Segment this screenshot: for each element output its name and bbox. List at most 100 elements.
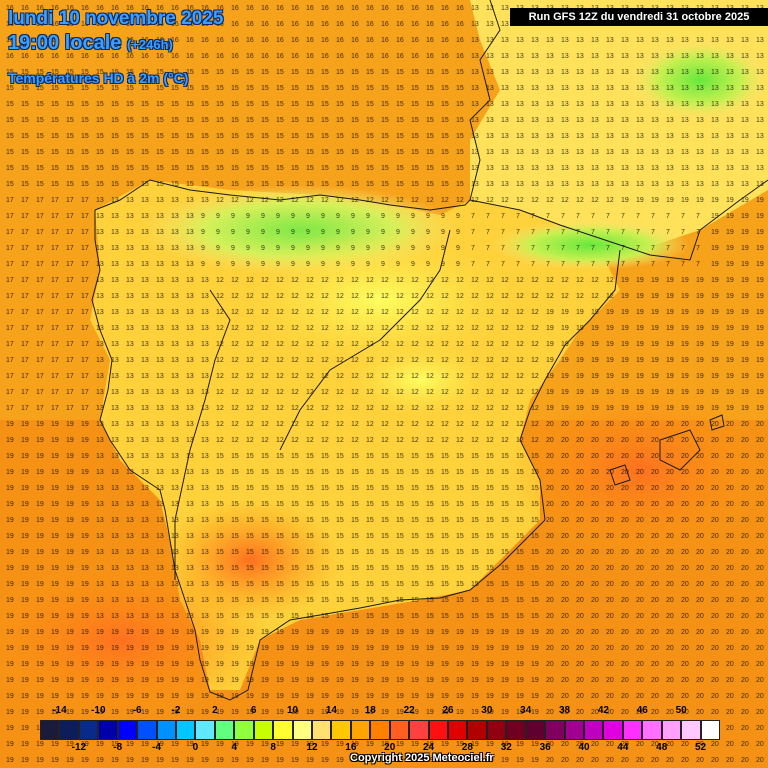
temperature-value: 19: [291, 677, 299, 684]
temperature-value: 20: [561, 757, 569, 764]
temperature-value: 20: [681, 597, 689, 604]
temperature-value: 15: [456, 613, 464, 620]
temperature-value: 15: [351, 149, 359, 156]
temperature-value: 15: [366, 533, 374, 540]
temperature-value: 12: [246, 421, 254, 428]
temperature-value: 20: [546, 597, 554, 604]
temperature-value: 20: [651, 453, 659, 460]
temperature-value: 15: [501, 613, 509, 620]
temperature-value: 15: [306, 485, 314, 492]
temperature-value: 16: [141, 37, 149, 44]
temperature-value: 9: [381, 245, 385, 252]
temperature-value: 15: [96, 149, 104, 156]
temperature-value: 13: [696, 85, 704, 92]
temperature-value: 15: [171, 117, 179, 124]
temperature-value: 20: [681, 661, 689, 668]
temperature-value: 20: [636, 485, 644, 492]
temperature-value: 13: [606, 165, 614, 172]
temperature-value: 15: [486, 485, 494, 492]
temperature-value: 20: [756, 437, 764, 444]
temperature-value: 20: [741, 629, 749, 636]
temperature-value: 19: [426, 693, 434, 700]
temperature-value: 15: [51, 165, 59, 172]
temperature-value: 13: [501, 5, 509, 12]
temperature-value: 17: [51, 293, 59, 300]
temperature-value: 13: [186, 197, 194, 204]
temperature-value: 19: [681, 277, 689, 284]
temperature-value: 13: [621, 53, 629, 60]
temperature-value: 15: [456, 565, 464, 572]
temperature-value: 20: [681, 565, 689, 572]
temperature-value: 12: [336, 325, 344, 332]
temperature-value: 15: [246, 69, 254, 76]
temperature-value: 13: [111, 581, 119, 588]
temperature-value: 13: [111, 597, 119, 604]
temperature-value: 12: [591, 293, 599, 300]
temperature-value: 13: [141, 213, 149, 220]
temperature-value: 12: [261, 357, 269, 364]
temperature-value: 19: [21, 565, 29, 572]
temperature-value: 13: [171, 229, 179, 236]
temperature-value: 13: [711, 69, 719, 76]
temperature-value: 19: [666, 309, 674, 316]
temperature-value: 15: [216, 613, 224, 620]
temperature-value: 9: [441, 261, 445, 268]
temperature-value: 13: [126, 373, 134, 380]
temperature-value: 15: [111, 69, 119, 76]
temperature-value: 13: [156, 341, 164, 348]
temperature-value: 15: [201, 165, 209, 172]
temperature-value: 15: [81, 85, 89, 92]
temperature-value: 7: [576, 213, 580, 220]
temperature-value: 15: [306, 149, 314, 156]
temperature-value: 13: [621, 133, 629, 140]
temperature-value: 12: [306, 197, 314, 204]
temperature-value: 13: [516, 53, 524, 60]
temperature-value: 19: [756, 229, 764, 236]
temperature-value: 16: [21, 53, 29, 60]
temperature-value: 15: [261, 469, 269, 476]
temperature-value: 13: [156, 373, 164, 380]
temperature-value: 19: [21, 677, 29, 684]
temperature-value: 19: [396, 661, 404, 668]
temperature-value: 12: [426, 341, 434, 348]
temperature-value: 13: [486, 165, 494, 172]
temperature-value: 19: [696, 357, 704, 364]
temperature-value: 20: [561, 565, 569, 572]
temperature-value: 15: [516, 565, 524, 572]
temperature-value: 13: [96, 501, 104, 508]
temperature-value: 20: [696, 613, 704, 620]
temperature-value: 13: [726, 53, 734, 60]
temperature-value: 12: [411, 357, 419, 364]
temperature-value: 13: [96, 261, 104, 268]
temperature-value: 12: [576, 197, 584, 204]
temperature-value: 15: [501, 517, 509, 524]
forecast-date: lundi 10 novembre 2025: [8, 8, 223, 30]
legend-label-bottom: 20: [384, 742, 395, 753]
temperature-value: 15: [96, 181, 104, 188]
temperature-value: 20: [636, 645, 644, 652]
temperature-value: 13: [126, 597, 134, 604]
temperature-value: 16: [291, 53, 299, 60]
temperature-value: 19: [741, 373, 749, 380]
temperature-value: 20: [726, 549, 734, 556]
temperature-value: 13: [96, 565, 104, 572]
temperature-value: 19: [156, 693, 164, 700]
temperature-value: 13: [186, 549, 194, 556]
temperature-value: 7: [681, 261, 685, 268]
temperature-value: 19: [81, 693, 89, 700]
temperature-value: 19: [276, 629, 284, 636]
temperature-value: 20: [651, 533, 659, 540]
temperature-value: 9: [276, 245, 280, 252]
temperature-value: 15: [321, 533, 329, 540]
legend-label-bottom: 16: [345, 742, 356, 753]
temperature-value: 16: [276, 5, 284, 12]
temperature-value: 19: [126, 677, 134, 684]
temperature-value: 19: [666, 293, 674, 300]
temperature-value: 16: [96, 37, 104, 44]
temperature-value: 15: [216, 533, 224, 540]
temperature-value: 15: [441, 565, 449, 572]
temperature-value: 20: [636, 453, 644, 460]
legend-swatch: [661, 720, 682, 740]
temperature-value: 13: [156, 293, 164, 300]
temperature-value: 15: [36, 181, 44, 188]
